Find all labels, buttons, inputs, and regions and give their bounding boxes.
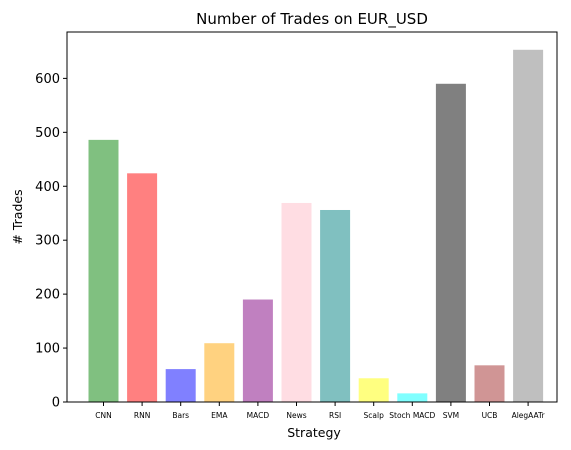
x-tick-label: RSI bbox=[329, 411, 341, 420]
y-tick-label: 500 bbox=[35, 126, 60, 141]
x-tick-label: Scalp bbox=[364, 411, 385, 420]
bar-news bbox=[281, 202, 312, 402]
bar-bars bbox=[165, 369, 196, 402]
y-tick-label: 400 bbox=[35, 180, 60, 195]
bars-group bbox=[88, 49, 544, 403]
bar-alegaatr bbox=[513, 49, 544, 403]
y-tick-label: 0 bbox=[52, 396, 60, 411]
bar-stoch-macd bbox=[397, 393, 428, 402]
x-tick-label: RNN bbox=[134, 411, 150, 420]
bar-rnn bbox=[127, 173, 158, 402]
y-tick-label: 300 bbox=[35, 234, 60, 249]
x-tick-label: MACD bbox=[247, 411, 270, 420]
x-tick-label: News bbox=[286, 411, 306, 420]
y-tick-label: 600 bbox=[35, 72, 60, 87]
bar-macd bbox=[242, 299, 273, 402]
y-axis-label: # Trades bbox=[10, 189, 25, 244]
x-tick-label: Stoch MACD bbox=[389, 411, 435, 420]
y-tick-label: 200 bbox=[35, 288, 60, 303]
x-tick-label: AlegAATr bbox=[512, 411, 546, 420]
x-tick-label: Bars bbox=[172, 411, 189, 420]
x-axis-label: Strategy bbox=[287, 425, 341, 440]
plot-frame bbox=[66, 31, 558, 403]
x-tick-label: EMA bbox=[211, 411, 228, 420]
chart-title: Number of Trades on EUR_USD bbox=[196, 10, 428, 29]
bar-scalp bbox=[358, 378, 389, 402]
x-tick-label: CNN bbox=[95, 411, 111, 420]
x-tick-label: UCB bbox=[482, 411, 498, 420]
bar-svm bbox=[435, 83, 466, 402]
bar-cnn bbox=[88, 139, 119, 403]
y-tick-label: 100 bbox=[35, 342, 60, 357]
x-tick-label: SVM bbox=[443, 411, 459, 420]
y-axis: 0 100 200 300 400 500 600 bbox=[35, 72, 67, 411]
bar-rsi bbox=[320, 209, 351, 402]
bar-ucb bbox=[474, 365, 505, 402]
x-axis: CNN RNN Bars EMA MACD News RSI Scalp Stoch MACD S… bbox=[95, 402, 546, 420]
bar-ema bbox=[204, 343, 235, 402]
